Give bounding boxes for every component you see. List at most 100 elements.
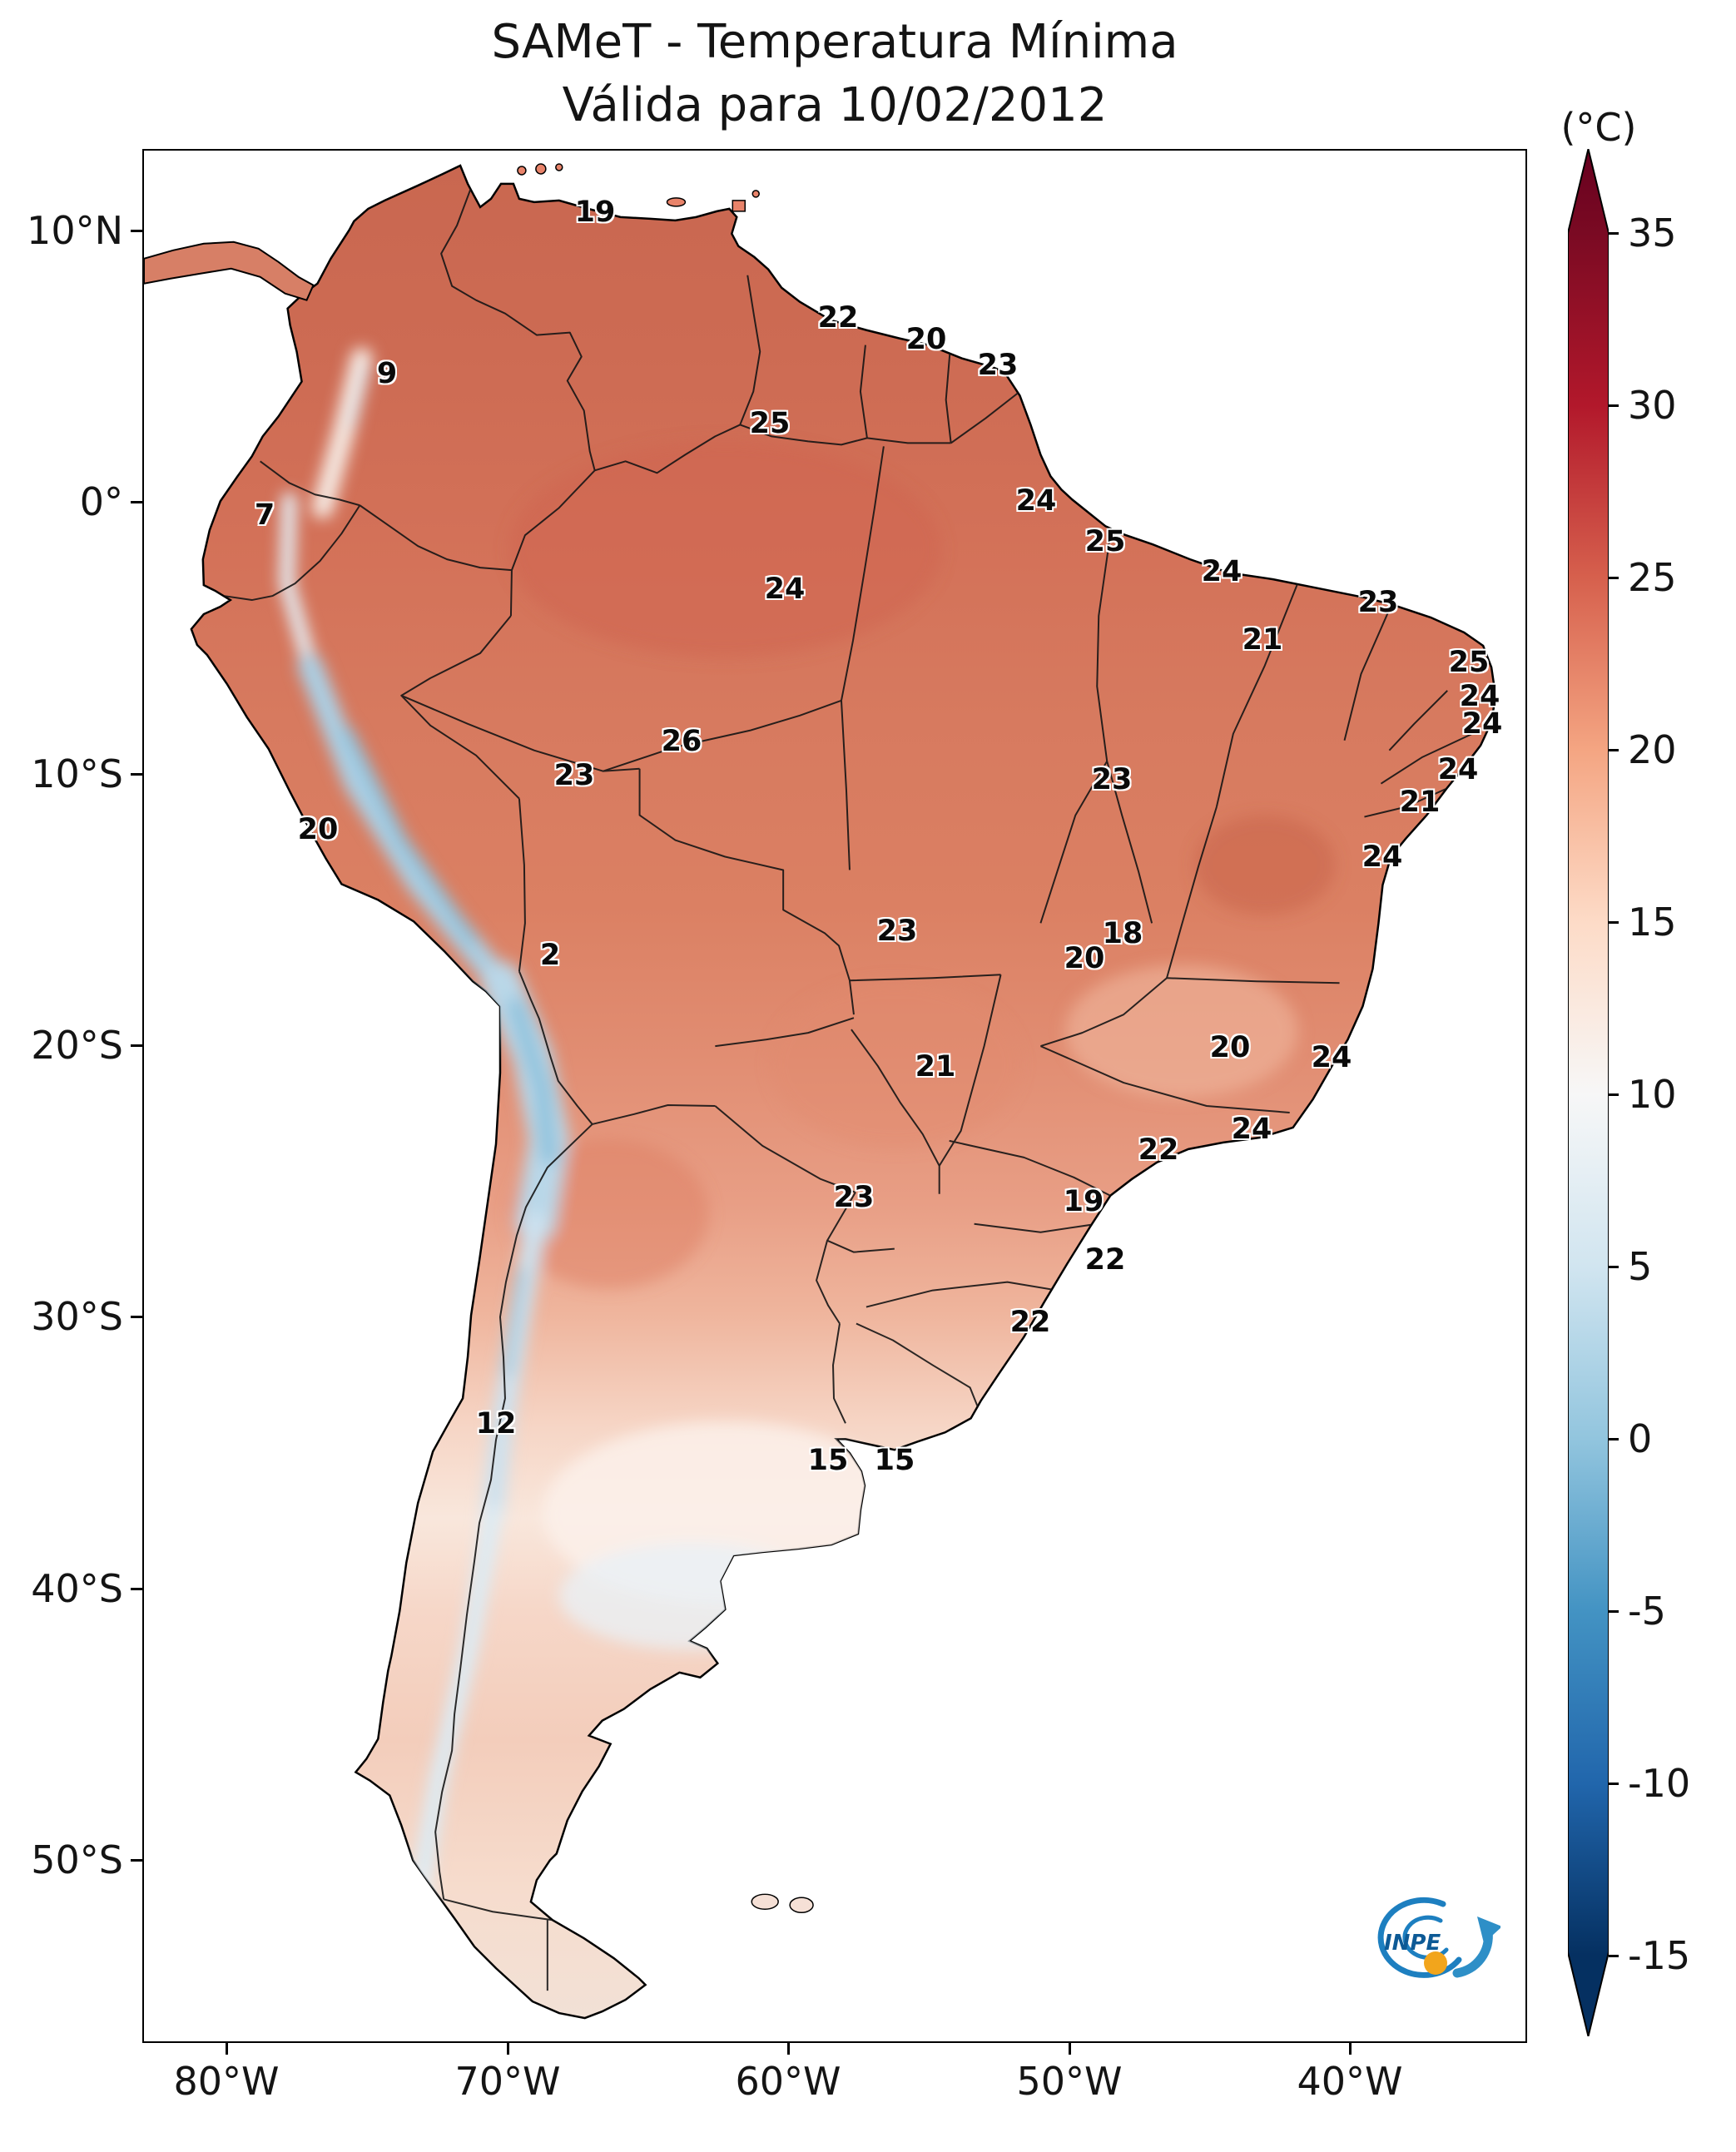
temperature-label: 23 [977,349,1019,382]
temperature-label: 22 [817,301,859,335]
temperature-label: 24 [1461,707,1503,741]
temperature-label: 20 [297,813,339,846]
x-axis-tick-mark [787,2043,790,2055]
y-axis-tick-mark [131,1316,142,1318]
x-axis-tick-mark [1069,2043,1071,2055]
temperature-label: 24 [1459,680,1500,713]
colorbar-tick-label: 30 [1628,383,1677,428]
colorbar-tick-mark [1609,1093,1619,1096]
y-axis-tick-mark [131,1859,142,1862]
x-axis-tick-label: 70°W [454,2059,561,2104]
temperature-label: 15 [874,1444,915,1477]
y-axis-tick-label: 10°N [27,208,123,253]
colorbar-gradient-bar [1568,149,1609,2036]
colorbar-tick-mark [1609,1610,1619,1613]
y-axis-tick-mark [131,1044,142,1047]
country-borders [223,185,1473,1991]
y-axis-tick-mark [131,773,142,776]
colorbar-tick-label: -5 [1628,1589,1666,1634]
y-axis-tick-label: 30°S [31,1294,123,1339]
temperature-label: 22 [1084,1243,1126,1277]
colorbar-tick-label: 5 [1628,1244,1653,1289]
colorbar-tick-label: 10 [1628,1072,1677,1117]
colorbar-tick-mark [1609,1438,1619,1440]
temperature-label: 23 [1091,763,1133,796]
temperature-label: 2 [539,939,561,972]
temperature-label: 24 [1015,484,1057,518]
temperature-label: 19 [574,196,616,229]
inpe-logo: INPE [1377,1897,1500,1978]
x-axis-tick-label: 80°W [173,2059,280,2104]
temperature-label: 12 [475,1407,517,1440]
y-axis-tick-label: 40°S [31,1566,123,1611]
temperature-label: 22 [1138,1133,1179,1167]
colorbar-tick-mark [1609,232,1619,235]
colorbar-tick-mark [1609,749,1619,751]
map-title: SAMeT - Temperatura Mínima [491,15,1178,69]
temperature-label: 24 [1311,1041,1352,1074]
temperature-label: 20 [1209,1031,1251,1064]
temperature-label: 25 [1448,646,1490,679]
temperature-label: 21 [915,1050,956,1083]
temperature-label: 21 [1399,786,1441,819]
panama-landstrip [144,240,315,301]
temperature-label: 24 [1201,555,1242,588]
x-axis-tick-mark [507,2043,509,2055]
temperature-label: 22 [1009,1306,1051,1339]
temperature-label: 25 [1084,525,1126,558]
colorbar-tick-mark [1609,577,1619,579]
y-axis-tick-label: 10°S [31,751,123,796]
colorbar-tick-label: -15 [1628,1933,1691,1978]
map-plot-area: INPE 19 22 20 23 9 25 7 24 25 24 23 21 25 24 24 24 21 24 2… [142,149,1527,2043]
colorbar-tick-label: 20 [1628,727,1677,772]
colorbar-tick-label: 25 [1628,555,1677,600]
y-axis-tick-mark [131,1588,142,1590]
colorbar-tick-label: -10 [1628,1761,1691,1806]
x-axis-tick-label: 60°W [735,2059,841,2104]
colorbar-tick-mark [1609,404,1619,407]
temperature-label: 24 [764,573,806,606]
temperature-label: 25 [749,407,791,440]
temperature-label: 24 [1437,753,1479,786]
temperature-label: 23 [833,1181,875,1214]
south-america-map [144,163,1497,2020]
logo-orange-dot-icon [1424,1951,1447,1975]
x-axis-tick-label: 40°W [1297,2059,1403,2104]
y-axis-tick-label: 0° [79,479,123,524]
temperature-label: 23 [553,759,595,792]
colorbar-tick-mark [1609,1266,1619,1268]
colorbar [1568,149,1609,2036]
temperature-label: 9 [376,357,398,390]
map-subtitle: Válida para 10/02/2012 [562,78,1108,132]
logo-text: INPE [1384,1931,1441,1956]
x-axis-tick-label: 50°W [1016,2059,1123,2104]
colorbar-tick-label: 15 [1628,900,1677,945]
x-axis-tick-mark [1349,2043,1352,2055]
temperature-label: 23 [1357,586,1399,619]
colorbar-tick-label: 35 [1628,211,1677,255]
temperature-label: 23 [876,915,918,948]
y-axis-tick-label: 20°S [31,1023,123,1068]
colorbar-tick-mark [1609,1955,1619,1957]
temperature-label: 21 [1242,623,1283,657]
x-axis-tick-mark [226,2043,228,2055]
y-axis-tick-label: 50°S [31,1837,123,1882]
temperature-label: 19 [1063,1185,1104,1218]
temperature-label: 7 [254,498,275,532]
y-axis-tick-mark [131,230,142,232]
temperature-label: 20 [905,323,947,356]
temperature-label: 15 [807,1444,849,1477]
y-axis-tick-mark [131,501,142,503]
colorbar-unit-label: (°C) [1560,105,1637,150]
islands [517,163,814,1914]
logo-arrow-icon [1477,1916,1500,1943]
temperature-label: 24 [1362,840,1403,874]
temperature-label: 20 [1064,942,1105,975]
temperature-label: 18 [1102,917,1143,950]
temperature-label: 26 [661,725,702,758]
colorbar-tick-mark [1609,921,1619,924]
colorbar-tick-label: 0 [1628,1416,1653,1461]
temperature-label: 24 [1231,1113,1272,1146]
colorbar-tick-mark [1609,1783,1619,1785]
